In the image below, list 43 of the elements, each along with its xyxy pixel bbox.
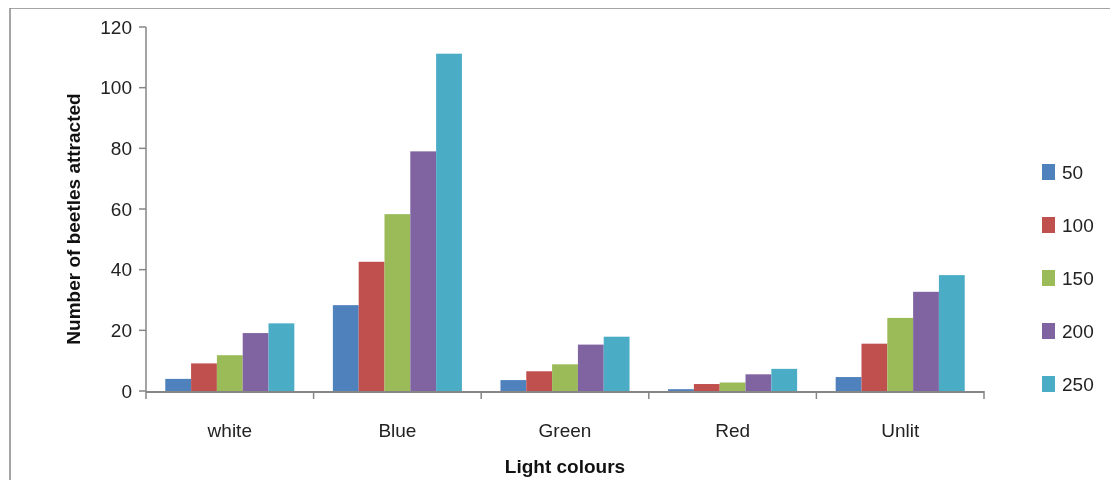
bar: [358, 261, 385, 391]
bar: [861, 343, 888, 391]
bar: [242, 333, 269, 391]
y-tick-label: 60: [110, 198, 132, 220]
bar: [693, 384, 720, 391]
legend-label: 250: [1062, 373, 1094, 395]
legend-label: 50: [1062, 161, 1084, 183]
x-axis-title: Light colours: [504, 456, 626, 477]
bar: [552, 364, 578, 391]
bar: [719, 382, 746, 391]
bar: [577, 344, 604, 391]
bar: [436, 53, 462, 391]
legend-label: 150: [1062, 267, 1094, 289]
legend-label: 100: [1062, 214, 1094, 236]
y-tick-label: 40: [110, 259, 132, 281]
y-tick-label: 120: [100, 16, 132, 38]
bar: [913, 291, 939, 391]
bar: [771, 368, 798, 391]
bar: [384, 214, 411, 391]
bar: [500, 380, 527, 391]
legend-label: 200: [1062, 320, 1094, 342]
y-tick-label: 20: [110, 319, 132, 341]
bar: [165, 378, 192, 391]
bar: [216, 355, 243, 391]
bar: [268, 323, 295, 391]
x-tick-label: Unlit: [881, 420, 920, 441]
bar: [835, 377, 862, 391]
x-tick-label: Green: [538, 420, 592, 441]
y-tick-label: 80: [110, 137, 132, 159]
bar: [410, 151, 437, 391]
y-tick-label: 100: [100, 77, 132, 99]
bar: [526, 371, 553, 391]
bar: [603, 336, 630, 391]
y-tick-label: 0: [121, 380, 132, 402]
bar: [887, 317, 914, 391]
x-tick-label: white: [206, 420, 252, 441]
bar: [938, 275, 965, 391]
x-tick-label: Red: [715, 420, 751, 441]
bar: [332, 305, 359, 391]
y-axis-title: Number of beetles attracted: [63, 93, 84, 345]
x-tick-label: Blue: [378, 420, 417, 441]
bar: [191, 363, 217, 391]
bar: [745, 374, 772, 391]
